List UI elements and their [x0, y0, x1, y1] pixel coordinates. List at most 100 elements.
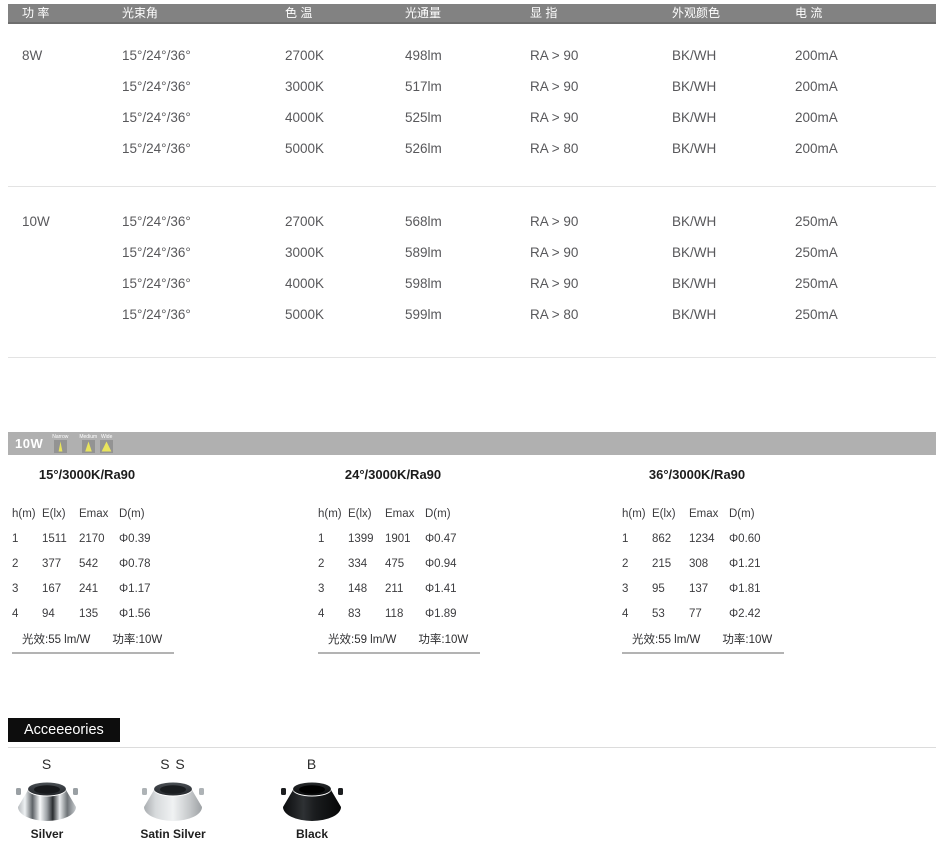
- photometric-row: 1 1399 1901 Φ0.47: [318, 533, 457, 545]
- col-header-h: h(m): [622, 508, 646, 520]
- photometric-footer: 光效:55 lm/W 功率:10W: [12, 631, 174, 654]
- accessory-name: Silver: [30, 827, 64, 841]
- spec-cell-flux: 589lm: [405, 245, 442, 260]
- accessory-code: B: [306, 756, 318, 772]
- photometric-row: 2 215 308 Φ1.21: [622, 558, 761, 570]
- spec-cell-flux: 525lm: [405, 110, 442, 125]
- banner-power-label: 10W: [15, 436, 44, 451]
- spec-cell-power: [22, 268, 122, 299]
- spec-cell-color: BK/WH: [672, 276, 717, 291]
- col-header-e: E(lx): [42, 508, 66, 520]
- spec-cell-beam: 15°/24°/36°: [122, 276, 191, 291]
- efficacy-value: 光效:55 lm/W: [22, 634, 91, 646]
- photometric-table-title: 15°/3000K/Ra90: [38, 467, 136, 482]
- spec-cell-flux: 517lm: [405, 79, 442, 94]
- col-header-current: 电 流: [795, 6, 823, 20]
- spec-cell-cri: RA > 80: [530, 307, 579, 322]
- col-header-emax: Emax: [385, 508, 415, 520]
- spec-cell-cct: 3000K: [285, 79, 325, 94]
- spec-cell-cct: 5000K: [285, 141, 325, 156]
- accessories-title-badge: Acceeeories: [8, 718, 120, 742]
- accessory-name: Black: [295, 827, 329, 841]
- spec-cell-color: BK/WH: [672, 48, 717, 63]
- spec-group-8w: 8W 15°/24°/36° 2700K 498lm RA > 90 BK/WH…: [8, 40, 936, 164]
- spec-row: 15°/24°/36° 5000K 526lm RA > 80 BK/WH 20…: [8, 133, 936, 164]
- power-value: 功率:10W: [418, 634, 469, 646]
- group-divider: [8, 186, 936, 187]
- col-header-color: 外观颜色: [672, 6, 721, 20]
- spec-row: 8W 15°/24°/36° 2700K 498lm RA > 90 BK/WH…: [8, 40, 936, 71]
- spec-cell-cct: 4000K: [285, 110, 325, 125]
- spec-cell-beam: 15°/24°/36°: [122, 245, 191, 260]
- col-header-h: h(m): [318, 508, 342, 520]
- silver-ring-icon: [16, 782, 78, 821]
- spec-cell-flux: 568lm: [405, 214, 442, 229]
- spec-cell-color: BK/WH: [672, 79, 717, 94]
- spec-cell-power: [22, 133, 122, 164]
- photometric-table-15deg: 15°/3000K/Ra90 h(m) E(lx) Emax D(m) 1 15…: [12, 466, 182, 654]
- col-header-beam: 光束角: [122, 6, 159, 20]
- spec-cell-current: 200mA: [795, 79, 838, 94]
- photometric-header-row: h(m) E(lx) Emax D(m): [318, 507, 488, 527]
- spec-cell-beam: 15°/24°/36°: [122, 110, 191, 125]
- spec-cell-color: BK/WH: [672, 141, 717, 156]
- spec-cell-flux: 598lm: [405, 276, 442, 291]
- spec-cell-beam: 15°/24°/36°: [122, 48, 191, 63]
- spec-row: 15°/24°/36° 4000K 598lm RA > 90 BK/WH 25…: [8, 268, 936, 299]
- col-header-cct: 色 温: [285, 6, 313, 20]
- accessory-item-black: B Black: [266, 754, 358, 841]
- spec-cell-power: [22, 71, 122, 102]
- spec-cell-beam: 15°/24°/36°: [122, 214, 191, 229]
- spec-cell-current: 250mA: [795, 214, 838, 229]
- spec-cell-cct: 2700K: [285, 214, 325, 229]
- accessory-item-silver: S Silver: [1, 754, 93, 841]
- photometric-row: 3 95 137 Φ1.81: [622, 583, 761, 595]
- photometric-table-title: 36°/3000K/Ra90: [648, 467, 746, 482]
- col-header-e: E(lx): [348, 508, 372, 520]
- photometric-table-title: 24°/3000K/Ra90: [344, 467, 442, 482]
- spec-cell-beam: 15°/24°/36°: [122, 307, 191, 322]
- col-header-cri: 显 指: [530, 6, 558, 20]
- spec-cell-flux: 498lm: [405, 48, 442, 63]
- accessory-item-satin-silver: S S Satin Silver: [127, 754, 219, 841]
- photometric-row: 1 1511 2170 Φ0.39: [12, 533, 151, 545]
- col-header-power: 功 率: [22, 6, 50, 20]
- spec-table-header-row: 功 率 光束角 色 温 光通量 显 指 外观颜色 电 流: [8, 4, 936, 24]
- col-header-e: E(lx): [652, 508, 676, 520]
- power-value: 功率:10W: [112, 634, 163, 646]
- photometric-footer: 光效:55 lm/W 功率:10W: [622, 631, 784, 654]
- photometric-table-24deg: 24°/3000K/Ra90 h(m) E(lx) Emax D(m) 1 13…: [318, 466, 488, 654]
- spec-cell-beam: 15°/24°/36°: [122, 141, 191, 156]
- spec-cell-current: 250mA: [795, 307, 838, 322]
- spec-cell-cri: RA > 90: [530, 276, 579, 291]
- accessory-name: Satin Silver: [140, 827, 206, 841]
- col-header-h: h(m): [12, 508, 36, 520]
- black-ring-icon: [281, 782, 343, 821]
- photometric-header-row: h(m) E(lx) Emax D(m): [12, 507, 182, 527]
- spec-cell-cct: 5000K: [285, 307, 325, 322]
- spec-cell-color: BK/WH: [672, 307, 717, 322]
- spec-cell-cri: RA > 90: [530, 48, 579, 63]
- spec-cell-current: 200mA: [795, 110, 838, 125]
- group-divider: [8, 357, 936, 358]
- spec-cell-color: BK/WH: [672, 245, 717, 260]
- spec-cell-current: 250mA: [795, 245, 838, 260]
- photometric-row: 2 334 475 Φ0.94: [318, 558, 457, 570]
- spec-cell-cct: 4000K: [285, 276, 325, 291]
- photometric-row: 4 83 118 Φ1.89: [318, 608, 457, 620]
- spec-row: 15°/24°/36° 4000K 525lm RA > 90 BK/WH 20…: [8, 102, 936, 133]
- efficacy-value: 光效:59 lm/W: [328, 634, 397, 646]
- spec-cell-current: 200mA: [795, 48, 838, 63]
- spec-cell-color: BK/WH: [672, 214, 717, 229]
- accessory-code: S: [41, 756, 53, 772]
- col-header-d: D(m): [425, 508, 451, 520]
- spec-row: 15°/24°/36° 3000K 589lm RA > 90 BK/WH 25…: [8, 237, 936, 268]
- spec-cell-beam: 15°/24°/36°: [122, 79, 191, 94]
- spec-cell-cri: RA > 90: [530, 245, 579, 260]
- spec-cell-cri: RA > 90: [530, 214, 579, 229]
- spec-cell-cri: RA > 90: [530, 110, 579, 125]
- col-header-d: D(m): [119, 508, 145, 520]
- col-header-d: D(m): [729, 508, 755, 520]
- wide-beam-icon: Wide: [100, 434, 114, 453]
